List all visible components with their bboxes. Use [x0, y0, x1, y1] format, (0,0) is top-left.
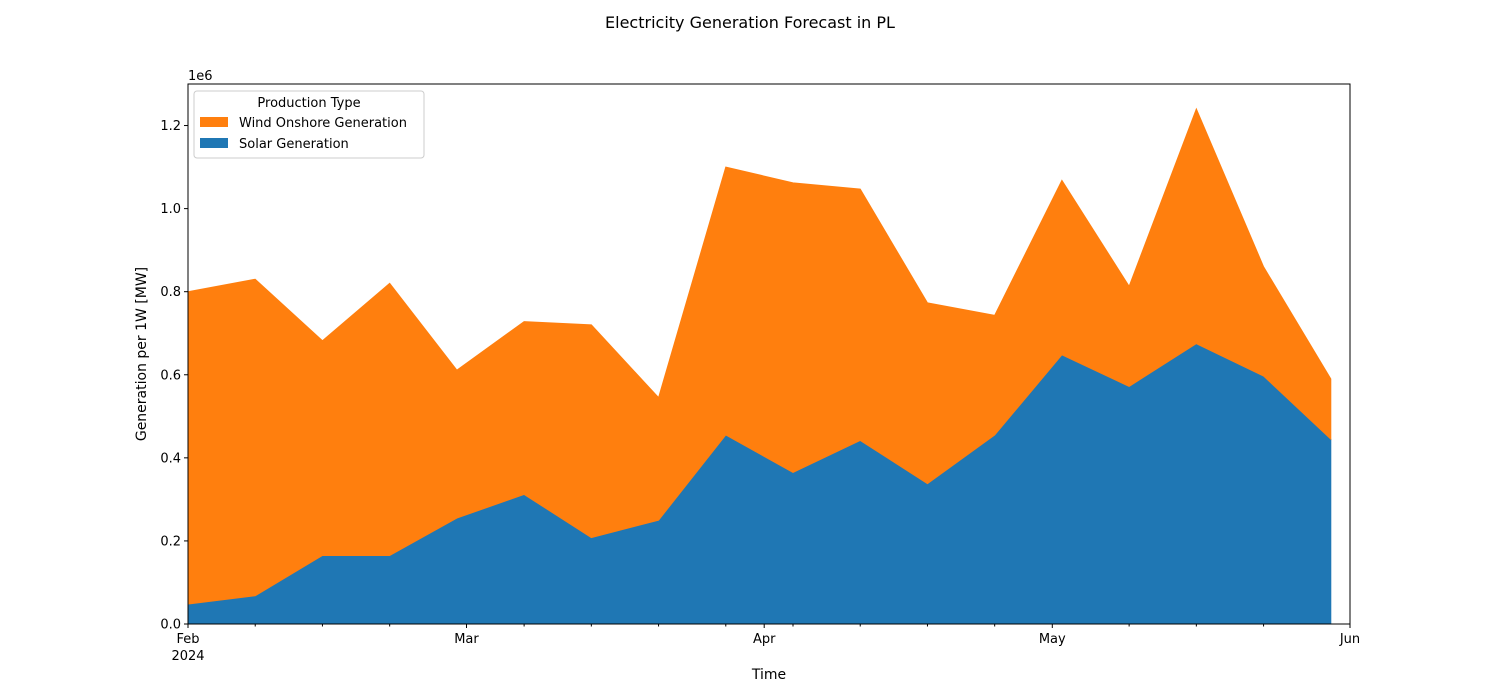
chart-title: Electricity Generation Forecast in PL [605, 13, 895, 32]
y-tick-label: 0.0 [160, 618, 181, 633]
y-axis-label: Generation per 1W [MW] [134, 267, 150, 441]
y-tick-label: 0.2 [160, 534, 181, 549]
legend-box [193, 90, 425, 159]
x-axis: Feb 2024 Mar Apr May Jun [171, 624, 1360, 664]
plot-frame [187, 83, 1351, 625]
x-tick-label: Mar [454, 632, 479, 647]
legend-label: Solar Generation [239, 137, 349, 152]
x-tick-label: Apr [753, 632, 776, 647]
legend-swatch [200, 138, 228, 148]
legend: Production Type Wind Onshore Generation S… [193, 90, 425, 159]
y-tick-label: 1.0 [160, 202, 181, 217]
area-layer [187, 107, 1332, 625]
y-tick-label: 1.2 [160, 119, 181, 134]
plot-area [187, 83, 1351, 625]
x-tick-label: Feb [176, 632, 199, 647]
legend-label: Wind Onshore Generation [239, 116, 407, 131]
y-tick-label: 0.6 [160, 368, 181, 383]
y-axis: 0.0 0.2 0.4 0.6 0.8 1.0 1.2 [160, 119, 188, 633]
y-tick-label: 0.8 [160, 285, 181, 300]
x-tick-sublabel: 2024 [171, 649, 204, 664]
legend-swatch [200, 117, 228, 127]
x-tick-label: May [1039, 632, 1066, 647]
x-axis-label: Time [751, 667, 786, 683]
legend-title: Production Type [257, 96, 360, 111]
x-tick-label: Jun [1339, 632, 1360, 647]
y-offset-label: 1e6 [188, 69, 213, 84]
legend-entries: Wind Onshore Generation Solar Generation [200, 116, 407, 152]
area-wind-onshore-generation [187, 107, 1332, 605]
y-tick-label: 0.4 [160, 451, 181, 466]
